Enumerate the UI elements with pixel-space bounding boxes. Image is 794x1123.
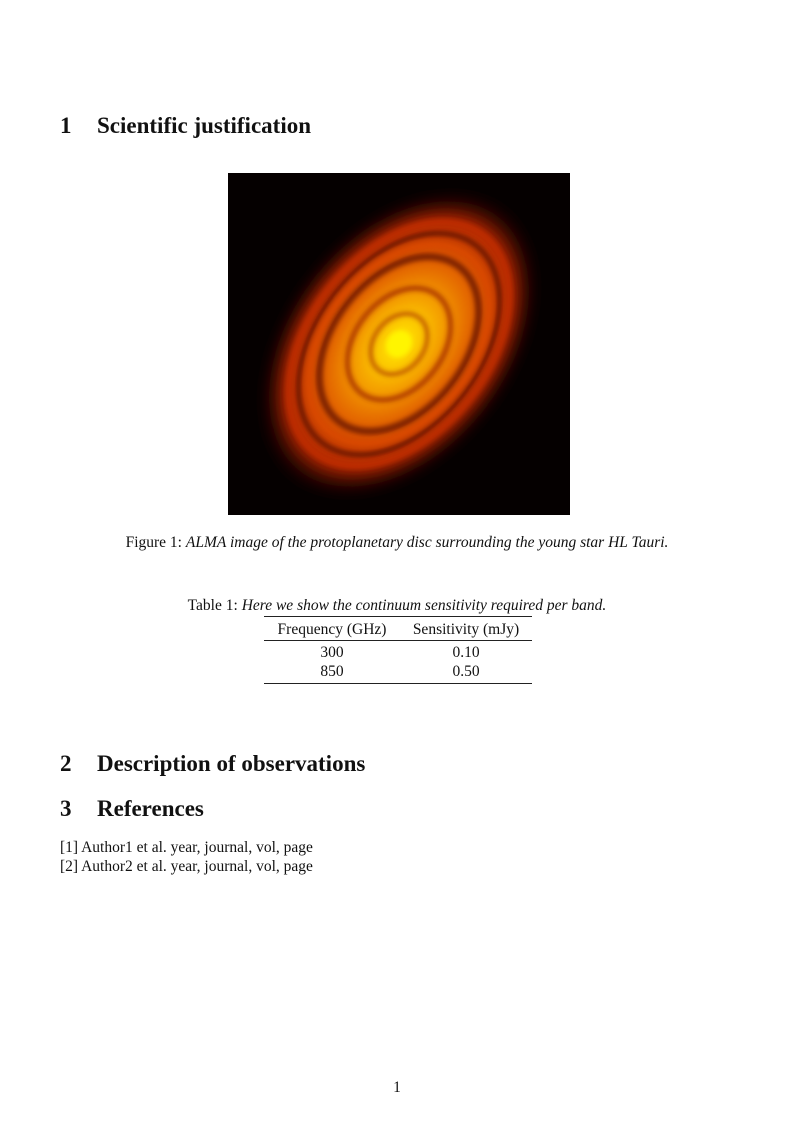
figure-label: Figure 1:: [125, 534, 182, 551]
section-title: References: [97, 796, 204, 821]
reference-item: [1] Author1 et al. year, journal, vol, p…: [60, 839, 313, 856]
table-header: Frequency (GHz): [277, 621, 387, 638]
table-top-rule: [264, 616, 532, 617]
figure-caption-text: ALMA image of the protoplanetary disc su…: [185, 534, 669, 551]
reference-item: [2] Author2 et al. year, journal, vol, p…: [60, 858, 313, 875]
table-bottom-rule: [264, 683, 532, 684]
table-caption-text: Here we show the continuum sensitivity r…: [241, 597, 607, 614]
table-cell: 0.10: [452, 644, 480, 661]
table-cell: 0.50: [452, 663, 480, 680]
protoplanetary-disc-illustration: [258, 188, 540, 500]
table-cell: 850: [320, 663, 344, 680]
figure-caption: Figure 1: ALMA image of the protoplaneta…: [0, 534, 794, 552]
section-title: Scientific justification: [97, 113, 311, 138]
table-header: Sensitivity (mJy): [412, 621, 520, 638]
table-label: Table 1:: [187, 597, 238, 614]
section-title: Description of observations: [97, 751, 366, 776]
page-number: 1: [393, 1079, 401, 1096]
table-caption: Table 1: Here we show the continuum sens…: [0, 597, 794, 615]
section-number: 3: [60, 796, 72, 821]
section-number: 1: [60, 113, 72, 138]
disc-image: [228, 173, 570, 515]
table-mid-rule: [264, 640, 532, 641]
table-cell: 300: [320, 644, 344, 661]
section-number: 2: [60, 751, 72, 776]
